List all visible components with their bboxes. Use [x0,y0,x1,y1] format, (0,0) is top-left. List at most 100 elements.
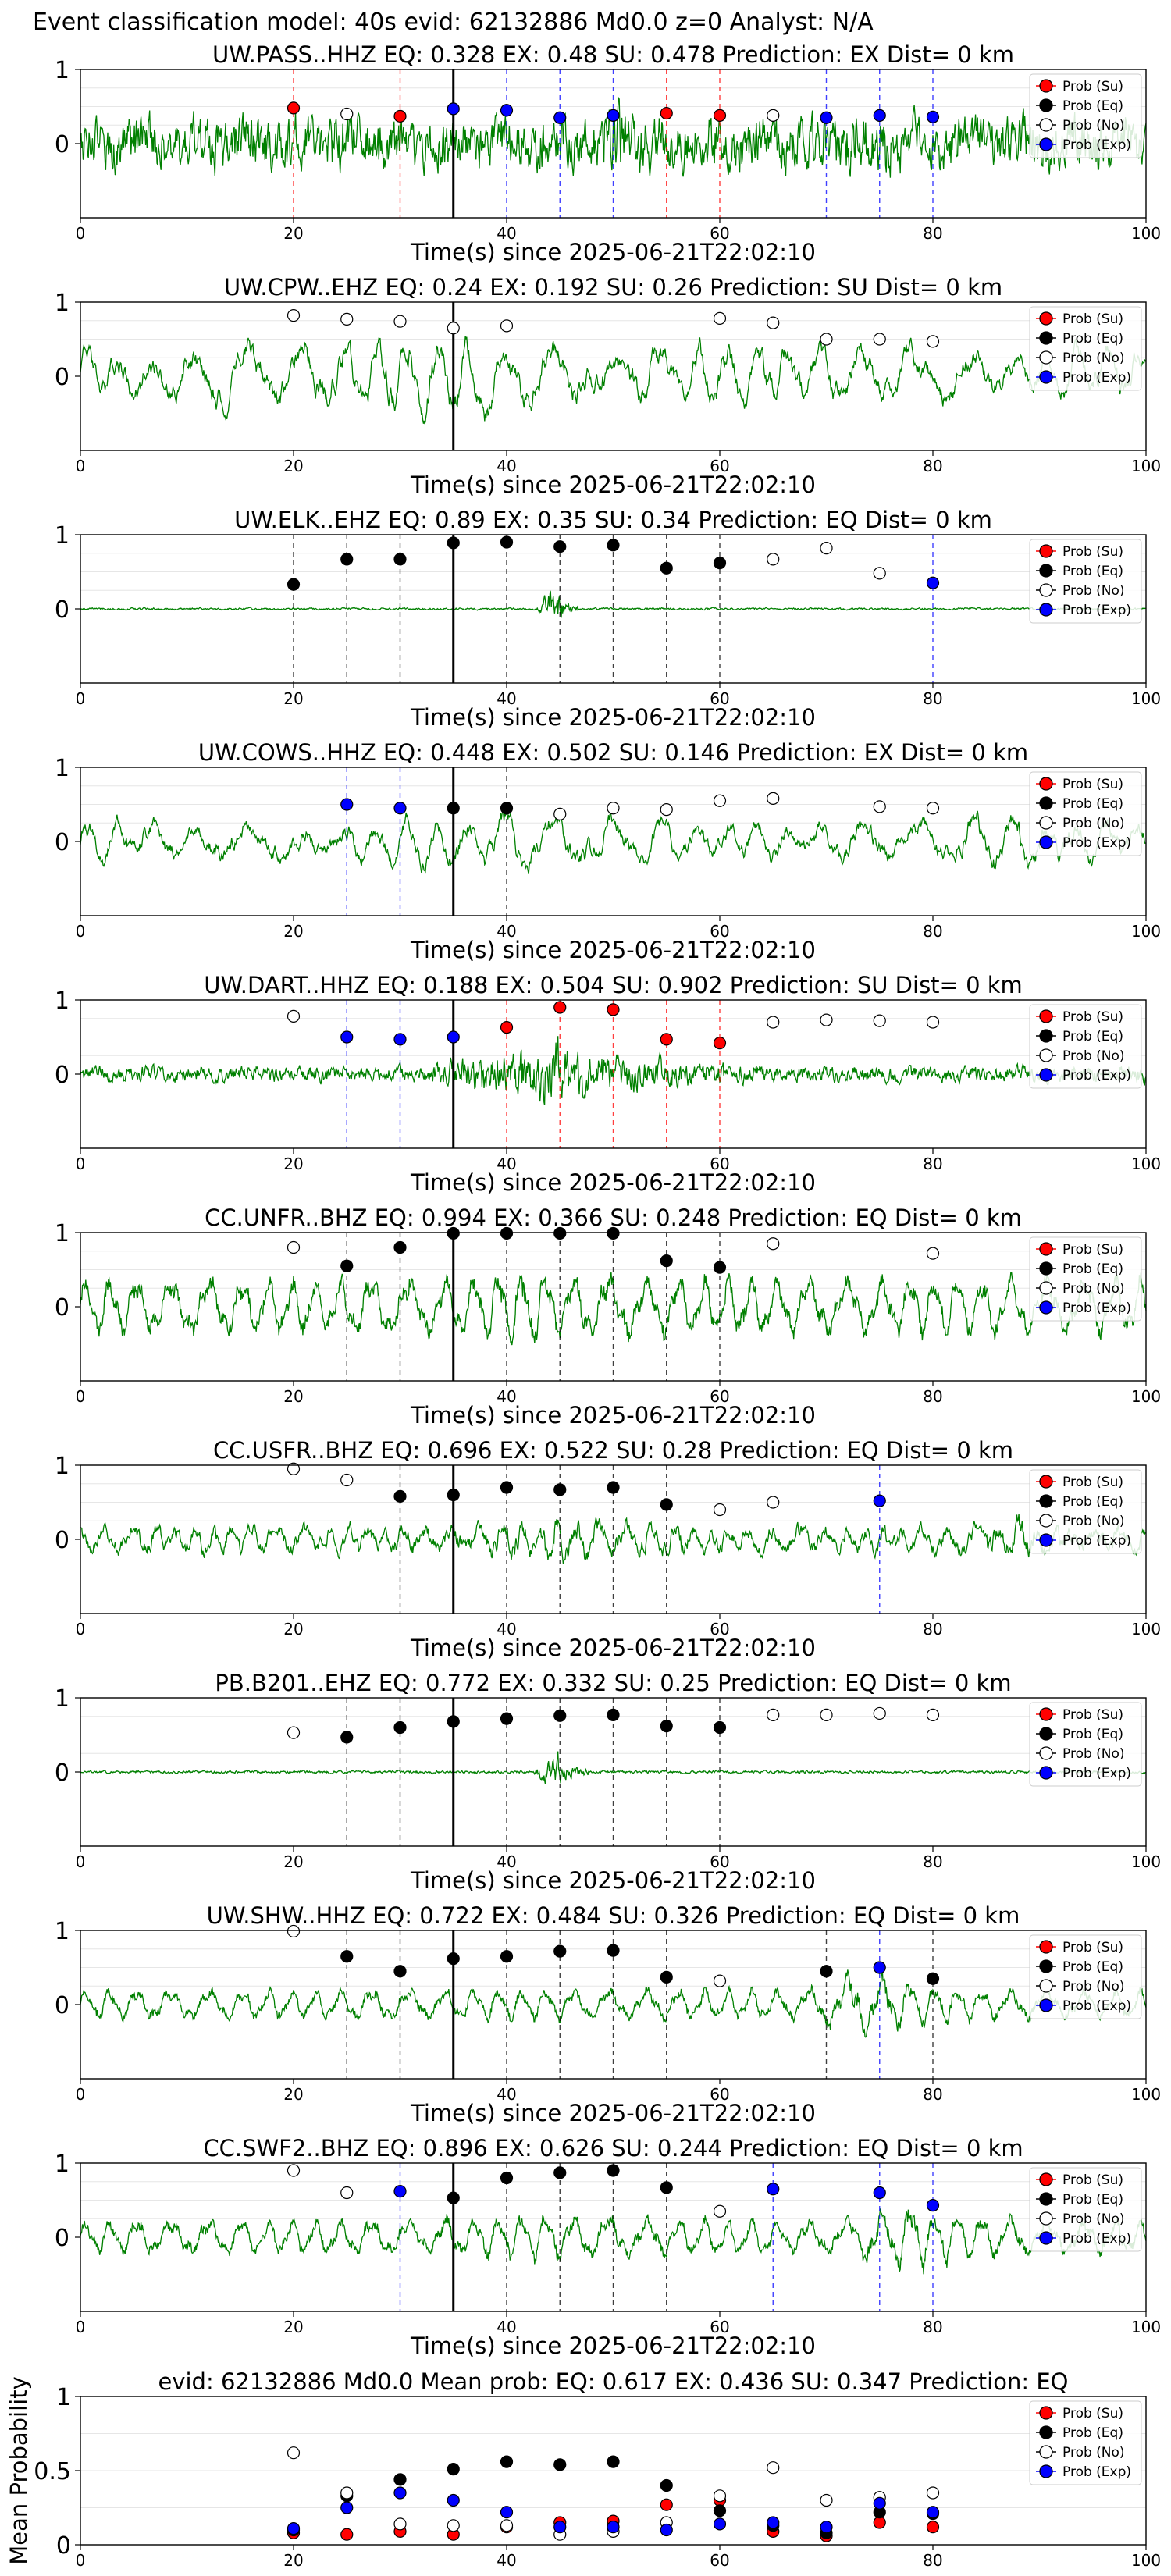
legend-label-no: Prob (No) [1062,350,1125,366]
mean-marker-exp [447,2493,460,2507]
x-tick-label: 60 [710,1620,729,1638]
x-tick-label: 80 [923,2318,942,2336]
waveform-trace [80,810,1147,875]
y-tick-label: 1 [55,1918,69,1945]
legend-label-eq: Prob (Eq) [1062,1959,1123,1975]
y-tick-label: 0 [55,1759,69,1787]
prob-marker-no [447,322,460,335]
prob-marker-eq [447,1952,460,1966]
prob-marker-no [767,1496,780,1509]
prob-marker-exp [500,104,514,117]
legend-label-su: Prob (Su) [1062,1940,1123,1955]
axes-frame [80,2162,1147,2312]
x-axis-label: Time(s) since 2025-06-21T22:02:10 [410,471,816,498]
prob-marker-eq [393,1489,407,1503]
legend-label-su: Prob (Su) [1062,544,1123,560]
legend-label-eq: Prob (Eq) [1062,796,1123,812]
legend-marker-eq [1039,2425,1053,2439]
prob-marker-eq [500,1712,514,1725]
x-tick-label: 20 [283,1155,303,1173]
legend-label-no: Prob (No) [1062,1514,1125,1529]
prob-marker-su [553,1001,567,1014]
x-tick-label: 20 [283,2551,303,2570]
x-tick-label: 0 [76,1852,86,1871]
legend-marker-eq [1039,564,1053,578]
prob-marker-exp [873,2186,886,2200]
x-tick-label: 100 [1131,1387,1161,1406]
panel-title: CC.USFR..BHZ EQ: 0.696 EX: 0.522 SU: 0.2… [213,1437,1013,1464]
mean-marker-eq [660,2478,673,2492]
legend-marker-eq [1039,1727,1053,1741]
station-panel: CC.SWF2..BHZ EQ: 0.896 EX: 0.626 SU: 0.2… [55,2135,1161,2359]
prob-marker-no [287,1924,301,1938]
figure-suptitle: Event classification model: 40s evid: 62… [33,9,874,36]
panel-title: UW.ELK..EHZ EQ: 0.89 EX: 0.35 SU: 0.34 P… [234,507,992,533]
prob-marker-exp [820,111,833,124]
x-tick-label: 0 [76,2085,86,2104]
prob-marker-eq [660,1720,673,1733]
legend-label-su: Prob (Su) [1062,2172,1123,2188]
mean-marker-exp [607,2521,620,2534]
prob-marker-exp [340,1030,354,1044]
y-tick-label: 1 [55,1453,69,1480]
legend-label-su: Prob (Su) [1062,311,1123,327]
legend-label-eq: Prob (Eq) [1062,564,1123,579]
y-tick-label: 1 [55,1685,69,1713]
x-tick-label: 80 [923,1387,942,1406]
legend-box [1029,1934,1142,2019]
legend-label-exp: Prob (Exp) [1062,603,1131,618]
x-tick-label: 80 [923,2085,942,2104]
y-tick-label: 0 [55,596,69,624]
legend-label-no: Prob (No) [1062,1979,1125,1994]
prob-marker-eq [553,1226,567,1240]
waveform-trace [80,96,1147,178]
prob-marker-eq [447,1488,460,1502]
legend-label-eq: Prob (Eq) [1062,331,1123,347]
x-tick-label: 0 [76,1620,86,1638]
mean-marker-no [340,2486,354,2500]
prob-marker-no [340,1473,354,1487]
legend-marker-no [1039,1979,1053,1993]
prob-marker-eq [393,1965,407,1978]
x-tick-label: 80 [923,1852,942,1871]
prob-marker-no [500,319,514,333]
mean-marker-exp [500,2506,514,2519]
prob-marker-no [340,107,354,121]
legend-marker-su [1039,544,1053,558]
mean-marker-exp [926,2506,940,2519]
x-tick-label: 60 [710,457,729,475]
prob-marker-no [767,109,780,122]
x-tick-label: 20 [283,1620,303,1638]
legend-label-exp: Prob (Exp) [1062,835,1131,851]
prob-marker-no [820,541,833,555]
prob-marker-eq [660,1254,673,1268]
mean-marker-eq [553,2458,567,2471]
prob-marker-no [553,807,567,820]
legend-marker-exp [1039,2464,1053,2478]
prob-marker-eq [393,1240,407,1254]
mean-marker-exp [767,2516,780,2529]
x-axis-label: Time(s) since 2025-06-21T22:02:10 [410,1402,816,1429]
mean-marker-eq [500,2455,514,2468]
prob-marker-no [767,316,780,329]
legend-marker-eq [1039,1959,1053,1973]
waveform-trace [80,336,1147,425]
y-tick-label: 0 [56,2532,71,2560]
legend-marker-eq [1039,1029,1053,1043]
legend-marker-su [1039,777,1053,791]
station-panel: UW.PASS..HHZ EQ: 0.328 EX: 0.48 SU: 0.47… [55,41,1161,265]
legend-marker-exp [1039,1998,1053,2012]
prob-marker-eq [553,1944,567,1958]
prob-marker-eq [607,1944,620,1957]
prob-marker-no [767,792,780,806]
y-tick-label: 0 [55,1527,69,1554]
legend-label-eq: Prob (Eq) [1062,2425,1123,2441]
prob-marker-eq [500,535,514,549]
legend-marker-su [1039,79,1053,93]
x-tick-label: 100 [1131,1852,1161,1871]
y-tick-label: 0 [55,364,69,391]
prob-marker-eq [340,1259,354,1272]
y-tick-label: 0 [55,2225,69,2252]
legend-box [1029,1469,1142,1554]
prob-marker-eq [607,2164,620,2177]
